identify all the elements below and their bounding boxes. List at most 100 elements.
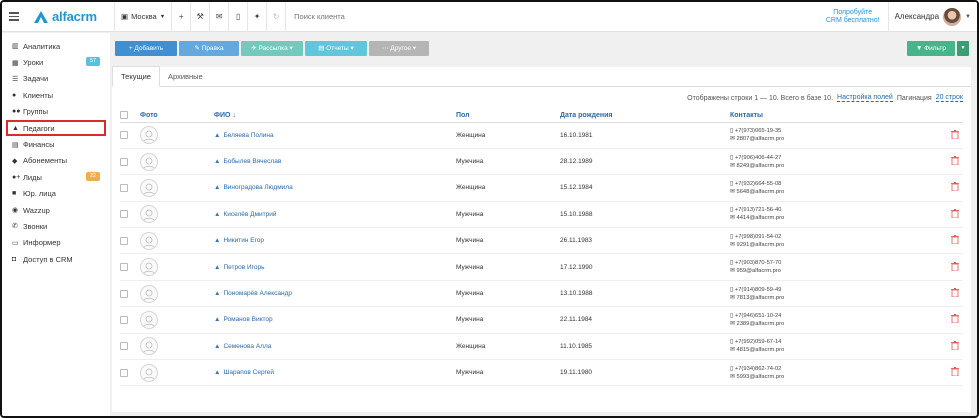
teacher-name-link[interactable]: ▲ Семенова Алла — [214, 343, 456, 350]
teacher-name-link[interactable]: ▲ Беляева Полина — [214, 132, 456, 139]
sidebar-item-label: Задачи — [23, 74, 49, 84]
wrench-icon[interactable]: ⚒ — [196, 12, 204, 21]
select-all-checkbox[interactable] — [120, 111, 128, 120]
teacher-name-link[interactable]: ▲ Петров Игорь — [214, 264, 456, 271]
trial-link[interactable]: Попробуйте CRM бесплатно! — [826, 9, 888, 25]
mobile-icon[interactable]: ▯ — [235, 12, 241, 21]
trash-icon[interactable] — [951, 208, 959, 220]
table-row[interactable]: ▲ Бобылев Вячеслав Мужчина 28.12.1989 ▯ +7(9… — [120, 148, 963, 176]
branch-select[interactable]: ▣ Москва ▼ — [115, 2, 171, 32]
table-row[interactable]: ▲ Виноградова Людмила Женщина 15.12.1984 ▯ +… — [120, 174, 963, 202]
mobile-icon: ▯ — [730, 207, 734, 214]
sidebar-item-12[interactable]: ▭ Информер — [2, 235, 110, 251]
trash-icon[interactable] — [951, 340, 959, 352]
user-menu[interactable]: Александра ▼ — [889, 2, 977, 32]
teacher-name-link[interactable]: ▲ Киселёв Дмитрий — [214, 211, 456, 218]
trash-icon[interactable] — [951, 235, 959, 246]
edit-button[interactable]: ✎ Правка — [179, 40, 239, 56]
trash-icon[interactable] — [951, 129, 959, 141]
row-checkbox[interactable] — [120, 289, 128, 298]
col-fio[interactable]: ФИО ↓ — [214, 109, 456, 123]
sidebar-item-6[interactable]: ▤ Финансы — [2, 136, 110, 152]
table-row[interactable]: ▲ Шарапов Сергей Мужчина 19.11.1980 ▯ +7(934… — [120, 359, 963, 387]
trash-icon[interactable] — [951, 288, 959, 299]
table-row[interactable]: ▲ Семенова Алла Женщина 11.10.1985 ▯ +7(992)… — [120, 333, 963, 361]
bell-icon[interactable]: ✦ — [253, 12, 261, 21]
field-settings-link[interactable]: Настройка полей — [837, 94, 893, 102]
trial-line1: Попробуйте — [833, 8, 873, 16]
row-checkbox[interactable] — [120, 263, 128, 272]
sidebar-item-label: Группы — [23, 107, 48, 117]
trash-icon[interactable] — [951, 367, 959, 378]
teacher-birth: 17.12.1990 — [560, 253, 730, 281]
graduation-cap-icon: ▲ — [214, 290, 221, 298]
sidebar-item-11[interactable]: ✆ Звонки — [2, 218, 110, 234]
other-button[interactable]: ⋯ Другое ▾ — [369, 40, 429, 56]
teacher-gender: Женщина — [456, 122, 560, 149]
table-row[interactable]: ▲ Романов Виктор Мужчина 22.11.1984 ▯ +7(946… — [120, 306, 963, 334]
sidebar-badge: 57 — [86, 57, 100, 67]
teacher-name-link[interactable]: ▲ Никитин Егор — [214, 237, 456, 244]
trash-icon[interactable] — [951, 261, 959, 273]
sidebar-item-2[interactable]: ☰ Задачи — [2, 71, 110, 87]
contacts: ▯ +7(913)721-56-40 ✉ 4414@alfacrm.pro — [730, 206, 943, 222]
row-checkbox[interactable] — [120, 157, 128, 166]
table-row[interactable]: ▲ Беляева Полина Женщина 16.10.1981 ▯ +7(973… — [120, 122, 963, 149]
trash-icon[interactable] — [951, 314, 959, 325]
row-checkbox[interactable] — [120, 315, 128, 324]
filter-dropdown-button[interactable]: ▼ — [957, 40, 969, 56]
row-checkbox[interactable] — [120, 368, 128, 377]
table-row[interactable]: ▲ Петров Игорь Мужчина 17.12.1990 ▯ +7(903)8… — [120, 253, 963, 281]
add-button[interactable]: + Добавить — [115, 40, 177, 56]
contacts: ▯ +7(998)091-54-02 ✉ 9291@alfacrm.pro — [730, 233, 943, 249]
sidebar-item-10[interactable]: ◉ Wazzup — [2, 202, 110, 218]
sidebar-item-9[interactable]: ■ Юр. лица — [2, 186, 110, 202]
row-checkbox[interactable] — [120, 183, 128, 192]
sidebar-item-0[interactable]: ▥ Аналитика — [2, 38, 110, 54]
refresh-icon[interactable]: ↻ — [272, 12, 280, 21]
tab-current[interactable]: Текущие — [112, 66, 160, 87]
envelope-icon[interactable]: ✉ — [215, 12, 223, 21]
teacher-name-link[interactable]: ▲ Бобылев Вячеслав — [214, 158, 456, 165]
table-row[interactable]: ▲ Пономарёв Александр Мужчина 13.10.1988 ▯ +… — [120, 280, 963, 308]
pagination-select[interactable]: 20 строк — [935, 94, 963, 102]
mailing-button[interactable]: ✈ Рассылка ▾ — [241, 40, 303, 56]
bar-chart-icon: ▥ — [12, 43, 19, 51]
phone: +7(913)721-56-40 — [734, 207, 782, 214]
col-birth[interactable]: Дата рождения — [560, 109, 730, 123]
menu-icon[interactable] — [2, 12, 24, 21]
teacher-gender: Мужчина — [456, 280, 560, 308]
sidebar-item-3[interactable]: ● Клиенты — [2, 87, 110, 103]
teacher-photo — [140, 205, 158, 224]
table-row[interactable]: ▲ Киселёв Дмитрий Мужчина 15.10.1988 ▯ +7(91… — [120, 201, 963, 229]
teacher-name-link[interactable]: ▲ Романов Виктор — [214, 316, 456, 323]
teacher-photo — [140, 126, 158, 145]
teacher-name-link[interactable]: ▲ Пономарёв Александр — [214, 290, 456, 297]
row-checkbox[interactable] — [120, 342, 128, 351]
tab-archive[interactable]: Архивные — [167, 71, 203, 81]
tasks-icon: ☰ — [12, 75, 19, 83]
trash-icon[interactable] — [951, 182, 959, 193]
teacher-name-link[interactable]: ▲ Шарапов Сергей — [214, 369, 456, 376]
col-gender[interactable]: Пол — [456, 109, 560, 123]
sidebar-item-8[interactable]: ●+ Лиды 22 — [2, 169, 110, 185]
trash-icon[interactable] — [951, 156, 959, 167]
row-checkbox[interactable] — [120, 236, 128, 245]
sidebar-item-label: Доступ в CRM — [23, 254, 73, 264]
sidebar-item-13[interactable]: ◘ Доступ в CRM — [2, 251, 110, 267]
teacher-gender: Мужчина — [456, 227, 560, 255]
reports-button[interactable]: ▤ Отчеты ▾ — [305, 40, 367, 56]
plus-icon[interactable]: + — [178, 12, 184, 21]
table-row[interactable]: ▲ Никитин Егор Мужчина 26.11.1983 ▯ +7(998)0… — [120, 227, 963, 255]
sidebar-item-1[interactable]: ▦ Уроки 57 — [2, 54, 110, 70]
search-box[interactable] — [286, 2, 766, 32]
sidebar-item-5[interactable]: ▲ Педагоги — [6, 119, 106, 137]
filter-button[interactable]: ▼ Фильтр — [907, 40, 955, 56]
row-checkbox[interactable] — [120, 131, 128, 140]
row-checkbox[interactable] — [120, 210, 128, 219]
teacher-name-link[interactable]: ▲ Виноградова Людмила — [214, 184, 456, 191]
logo[interactable]: alfacrm — [34, 9, 114, 24]
sidebar-item-7[interactable]: ◆ Абонементы — [2, 153, 110, 169]
sidebar-item-4[interactable]: ●● Группы — [2, 104, 110, 120]
search-input[interactable] — [294, 12, 495, 21]
